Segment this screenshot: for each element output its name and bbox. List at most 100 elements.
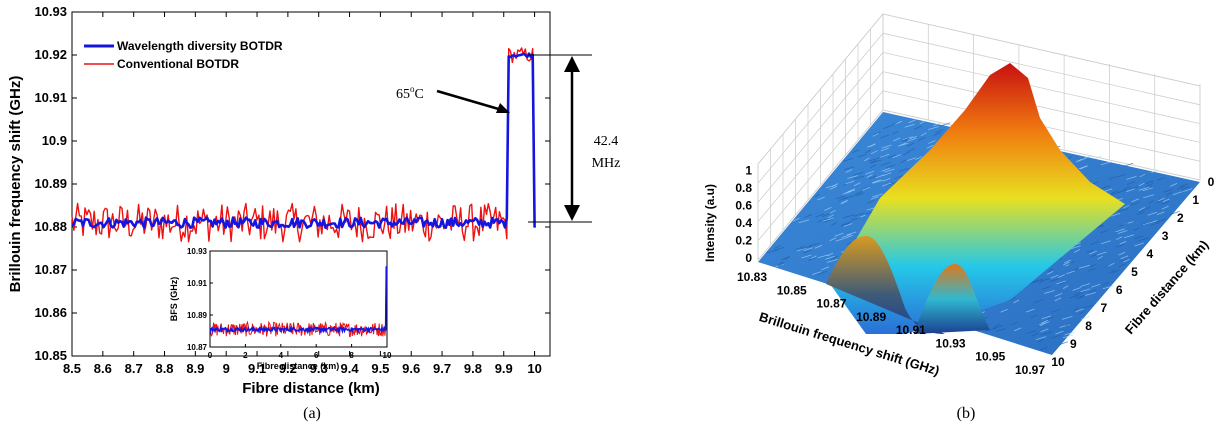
noise-stroke: [864, 157, 870, 162]
chart-a-y-ticks: 10.85 10.86 10.87 10.88 10.89 10.9 10.91 10.92 1…: [34, 4, 550, 363]
x-tick-label: 9.9: [495, 361, 513, 376]
noise-stroke: [1080, 288, 1091, 293]
noise-stroke: [914, 125, 922, 130]
noise-stroke: [886, 181, 898, 186]
y-tick-label: 10.88: [34, 219, 67, 234]
noise-stroke: [1137, 211, 1145, 216]
z-tick-label: 0.6: [735, 199, 752, 213]
noise-stroke: [872, 132, 879, 137]
x-tick-label: 9.4: [341, 361, 360, 376]
noise-stroke: [795, 246, 806, 250]
noise-stroke: [1041, 315, 1052, 320]
noise-stroke: [810, 255, 817, 260]
noise-stroke: [907, 157, 916, 161]
noise-stroke: [879, 134, 889, 139]
noise-stroke: [803, 247, 813, 252]
noise-stroke: [1126, 176, 1137, 180]
inset-ticks: 10.87 10.89 10.91 10.93 0 2 4 6 8 10: [187, 247, 392, 360]
noise-stroke: [1073, 306, 1080, 311]
noise-stroke: [845, 169, 853, 173]
inset-y-tick-label: 10.91: [187, 279, 208, 288]
noise-stroke: [1044, 290, 1055, 294]
noise-stroke: [897, 142, 909, 147]
x-tick-label: 10.87: [816, 297, 846, 311]
noise-stroke: [850, 217, 861, 221]
inset-x-tick-label: 4: [279, 351, 284, 360]
noise-stroke: [811, 271, 822, 275]
noise-stroke: [1011, 321, 1018, 326]
noise-stroke: [828, 214, 835, 219]
noise-stroke: [915, 156, 923, 160]
noise-stroke: [1138, 207, 1145, 211]
noise-stroke: [920, 132, 927, 137]
delta-value: 42.4: [594, 134, 619, 149]
noise-stroke: [1182, 188, 1193, 192]
inset-x-tick-label: 2: [243, 351, 248, 360]
noise-stroke: [1050, 335, 1060, 339]
noise-stroke: [835, 195, 846, 200]
noise-stroke: [861, 186, 871, 190]
noise-stroke: [1078, 295, 1084, 300]
noise-stroke: [832, 183, 839, 187]
noise-stroke: [891, 122, 898, 126]
noise-stroke: [935, 129, 944, 133]
noise-stroke: [1122, 186, 1132, 190]
x-tick-label: 10: [527, 361, 541, 376]
panel-label-b: (b): [957, 405, 976, 422]
noise-stroke: [1148, 199, 1155, 204]
noise-stroke: [792, 217, 800, 222]
inset-x-tick-label: 0: [208, 351, 213, 360]
x-tick-label: 8.6: [94, 361, 112, 376]
noise-stroke: [822, 213, 831, 217]
noise-stroke: [1161, 205, 1169, 210]
noise-stroke: [1013, 299, 1020, 304]
noise-stroke: [774, 245, 781, 249]
chart-a-series-group: [71, 47, 536, 243]
noise-stroke: [993, 324, 1000, 328]
noise-stroke: [903, 137, 914, 142]
noise-stroke: [870, 196, 879, 200]
noise-stroke: [1040, 328, 1049, 333]
noise-stroke: [1090, 241, 1099, 245]
noise-stroke: [804, 214, 813, 218]
noise-stroke: [1119, 258, 1131, 262]
noise-stroke: [1074, 294, 1086, 299]
noise-stroke: [875, 174, 885, 179]
y-tick-label: 10: [1051, 355, 1065, 369]
noise-stroke: [892, 154, 902, 158]
noise-stroke: [1138, 186, 1150, 191]
noise-stroke: [1172, 191, 1183, 196]
noise-stroke: [1088, 289, 1097, 293]
chart-b-hot-peak: [914, 264, 990, 334]
chart-a-x-label: Fibre distance (km): [242, 380, 380, 397]
noise-stroke: [993, 325, 1003, 329]
y-tick-label: 10.89: [34, 176, 67, 191]
inset-x-tick-label: 6: [314, 351, 319, 360]
noise-stroke: [917, 137, 926, 141]
noise-stroke: [1131, 198, 1140, 203]
noise-stroke: [843, 223, 853, 227]
noise-stroke: [845, 189, 856, 194]
noise-stroke: [872, 179, 882, 184]
noise-stroke: [902, 136, 913, 141]
noise-stroke: [1123, 234, 1135, 239]
noise-stroke: [1080, 283, 1091, 287]
noise-stroke: [1119, 240, 1127, 245]
noise-stroke: [1150, 222, 1161, 226]
inset-x-tick-label: 10: [383, 351, 392, 360]
x-tick-label: 10.89: [856, 310, 886, 324]
noise-stroke: [1102, 281, 1109, 286]
y-tick-label: 8: [1085, 319, 1092, 333]
noise-stroke: [1094, 225, 1105, 229]
z-tick-label: 0.8: [735, 181, 752, 195]
noise-stroke: [840, 200, 847, 205]
noise-stroke: [1080, 165, 1087, 170]
noise-stroke: [1120, 255, 1129, 260]
legend-label-wavelength-diversity: Wavelength diversity BOTDR: [117, 39, 283, 53]
x-tick-label: 9: [223, 361, 230, 376]
x-tick-label: 8.8: [155, 361, 173, 376]
noise-stroke: [1062, 334, 1074, 339]
chart-a-y-label: Brillouin frequency shift (GHz): [7, 76, 24, 293]
noise-stroke: [1035, 336, 1047, 340]
noise-stroke: [1123, 258, 1130, 263]
